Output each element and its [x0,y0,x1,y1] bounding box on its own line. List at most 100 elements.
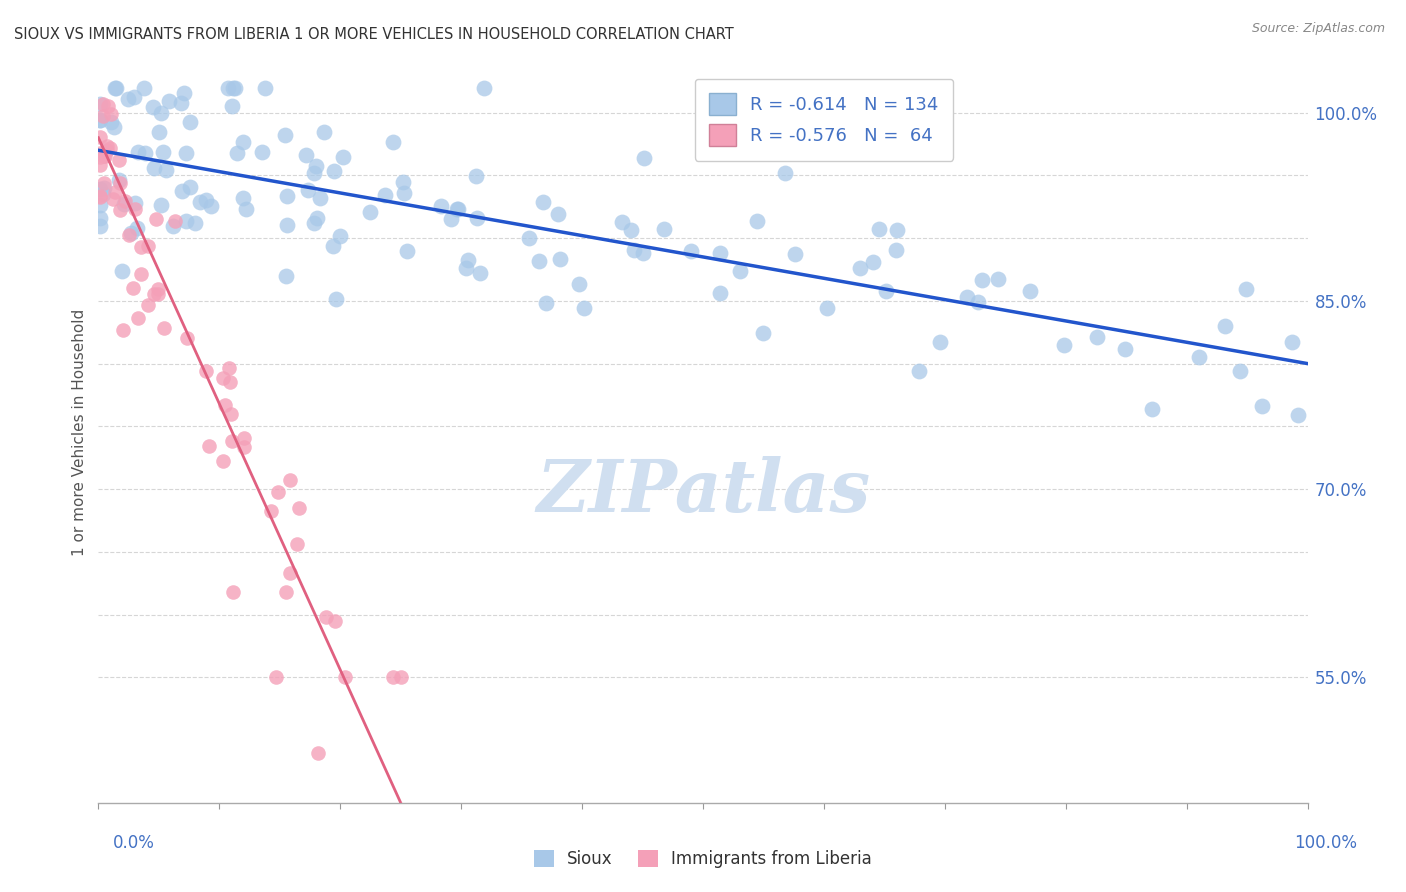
Point [253,80,276,95]
Point [276,189,298,203]
Point [278,566,301,580]
Point [89,219,111,233]
Point [89,157,111,171]
Point [221,99,243,113]
Point [134,145,156,160]
Point [129,267,152,281]
Point [112,196,135,211]
Point [1085,330,1108,344]
Point [179,180,201,194]
Point [114,194,136,208]
Point [97,99,120,113]
Point [89,113,111,128]
Point [295,148,318,162]
Point [93,109,115,123]
Point [100,115,122,129]
Point [110,202,132,217]
Point [260,504,283,518]
Point [217,80,239,95]
Point [132,80,155,95]
Point [146,287,169,301]
Point [392,175,415,189]
Point [89,145,111,160]
Point [468,266,491,280]
Point [728,263,751,277]
Text: ZIPatlas: ZIPatlas [536,457,870,527]
Point [91,187,114,202]
Point [96,139,118,153]
Point [1188,350,1211,364]
Point [929,334,952,349]
Point [136,238,159,252]
Point [633,246,655,260]
Point [395,244,418,259]
Point [305,159,328,173]
Point [531,194,554,209]
Point [232,191,254,205]
Point [322,164,344,178]
Point [709,285,731,300]
Point [454,260,477,275]
Point [1229,363,1251,377]
Point [394,186,416,200]
Point [322,239,344,253]
Point [174,145,197,160]
Point [1281,334,1303,349]
Point [359,205,381,219]
Point [325,292,347,306]
Point [1018,284,1040,298]
Point [148,125,170,139]
Point [125,221,148,235]
Point [547,207,569,221]
Point [267,485,290,500]
Point [315,609,337,624]
Point [197,439,219,453]
Point [111,264,134,278]
Point [446,202,468,216]
Point [194,194,217,208]
Point [288,500,311,515]
Point [89,211,111,225]
Point [173,87,195,101]
Point [118,227,141,242]
Point [89,150,111,164]
Point [875,284,897,298]
Point [304,166,326,180]
Point [111,323,134,337]
Point [464,169,486,183]
Point [278,473,301,487]
Point [89,182,111,196]
Point [136,298,159,312]
Point [679,244,702,259]
Point [849,261,872,276]
Point [886,244,908,258]
Point [1053,338,1076,352]
Point [214,398,236,412]
Point [170,184,193,198]
Point [89,197,111,211]
Point [93,149,115,163]
Point [224,80,246,95]
Point [773,166,796,180]
Point [308,191,330,205]
Point [104,185,127,199]
Point [548,252,571,266]
Point [325,614,347,628]
Point [108,172,131,186]
Point [709,245,731,260]
Point [232,136,254,150]
Point [89,189,111,203]
Point [235,202,257,217]
Point [534,296,557,310]
Point [302,216,325,230]
Point [612,214,634,228]
Point [886,222,908,236]
Point [472,80,495,95]
Point [389,670,412,684]
Point [150,105,173,120]
Point [89,190,111,204]
Point [232,431,254,445]
Point [103,120,125,134]
Point [100,107,122,121]
Point [218,360,240,375]
